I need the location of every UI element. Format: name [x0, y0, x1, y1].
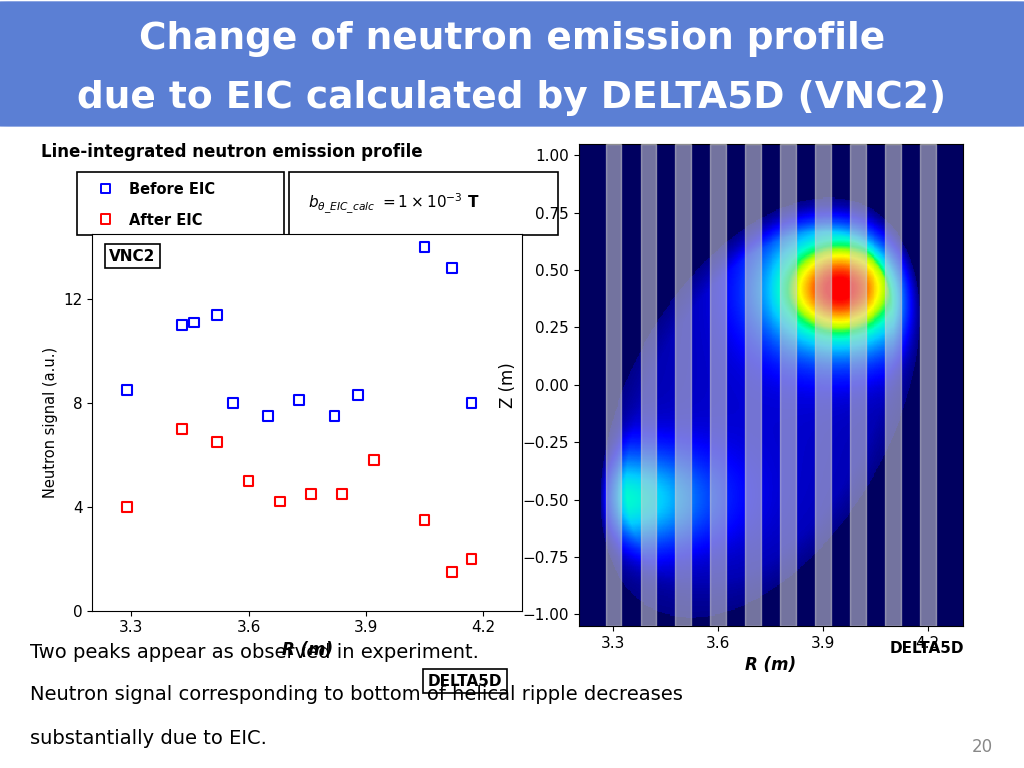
Bar	[711, 144, 726, 626]
Y-axis label: Neutron signal (a.u.): Neutron signal (a.u.)	[43, 347, 57, 498]
Point	[463, 552, 479, 564]
Point	[417, 241, 433, 253]
Point	[97, 182, 114, 194]
Text: $b_{\theta\_EIC\_calc}$ $=1\times10^{-3}$ T: $b_{\theta\_EIC\_calc}$ $=1\times10^{-3}…	[308, 192, 480, 215]
Point	[271, 495, 288, 508]
Text: DELTA5D: DELTA5D	[428, 674, 502, 689]
Point	[174, 422, 190, 435]
Point	[327, 410, 343, 422]
Point	[350, 389, 367, 402]
Text: Two peaks appear as observed in experiment.: Two peaks appear as observed in experime…	[30, 643, 479, 662]
Point	[185, 316, 202, 329]
FancyBboxPatch shape	[0, 2, 1024, 127]
Point	[224, 397, 241, 409]
Bar	[745, 144, 761, 626]
Point	[366, 454, 382, 466]
Point	[443, 262, 460, 274]
Text: Neutron signal corresponding to bottom of helical ripple decreases: Neutron signal corresponding to bottom o…	[30, 684, 683, 703]
Bar	[676, 144, 691, 626]
Text: Before EIC: Before EIC	[129, 182, 215, 197]
Text: due to EIC calculated by DELTA5D (VNC2): due to EIC calculated by DELTA5D (VNC2)	[78, 80, 946, 116]
Point	[209, 435, 225, 448]
Text: Line-integrated neutron emission profile: Line-integrated neutron emission profile	[41, 143, 423, 161]
Y-axis label: Z (m): Z (m)	[499, 362, 517, 408]
Bar	[780, 144, 796, 626]
Point	[303, 488, 319, 500]
FancyBboxPatch shape	[289, 172, 558, 235]
Text: 20: 20	[972, 739, 993, 756]
Bar	[885, 144, 900, 626]
Text: VNC2: VNC2	[110, 249, 156, 263]
Point	[174, 319, 190, 331]
Bar	[920, 144, 936, 626]
Bar	[850, 144, 865, 626]
Text: DELTA5D: DELTA5D	[890, 641, 965, 657]
Point	[260, 410, 276, 422]
Point	[334, 488, 350, 500]
Point	[241, 475, 257, 487]
Point	[209, 309, 225, 321]
Text: After EIC: After EIC	[129, 213, 203, 227]
FancyBboxPatch shape	[77, 172, 285, 235]
Point	[417, 514, 433, 526]
Point	[443, 565, 460, 578]
X-axis label: R (m): R (m)	[745, 656, 796, 674]
Point	[291, 394, 307, 406]
Point	[463, 397, 479, 409]
Point	[97, 213, 114, 225]
X-axis label: R (m): R (m)	[282, 641, 333, 659]
Bar	[815, 144, 830, 626]
Point	[119, 501, 135, 513]
Text: Change of neutron emission profile: Change of neutron emission profile	[139, 22, 885, 57]
Text: substantially due to EIC.: substantially due to EIC.	[30, 729, 267, 748]
Point	[119, 384, 135, 396]
Bar	[641, 144, 656, 626]
Bar	[605, 144, 622, 626]
